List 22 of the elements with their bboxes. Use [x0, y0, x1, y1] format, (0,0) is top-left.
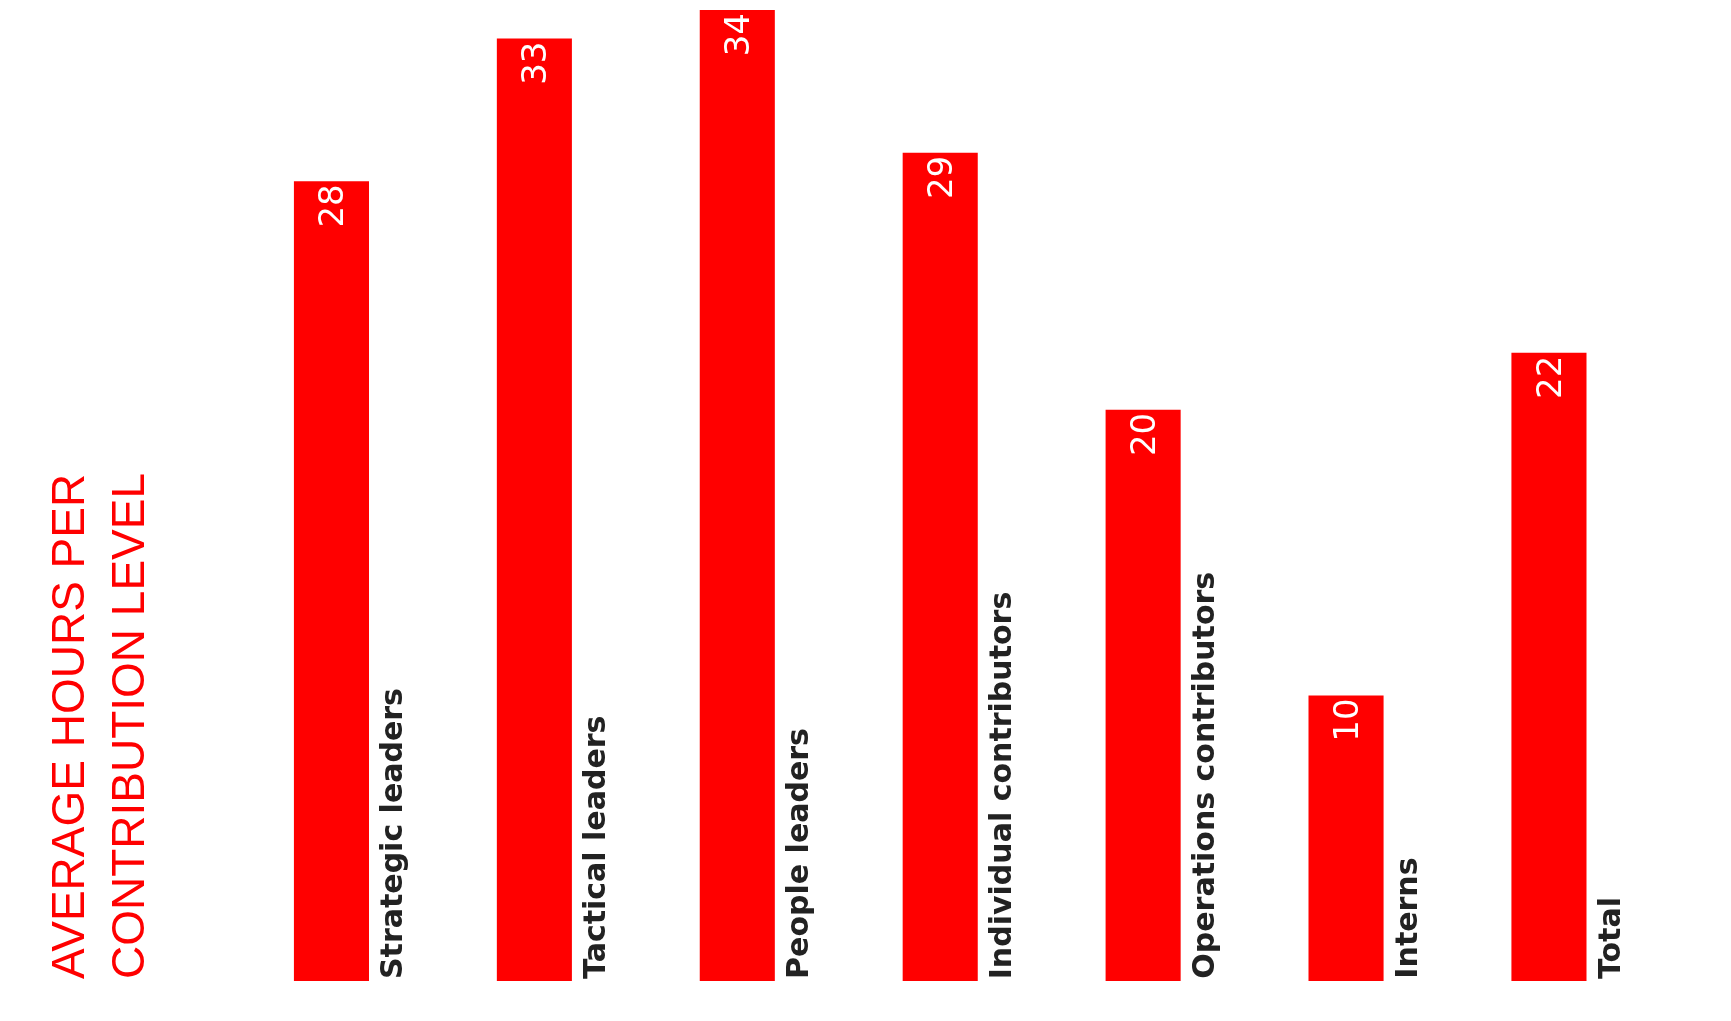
bar	[902, 152, 978, 981]
bar	[699, 10, 775, 981]
bar	[1511, 352, 1587, 981]
bar	[293, 181, 369, 981]
bar	[1105, 409, 1181, 981]
bar	[496, 38, 572, 981]
x-tick-label: People leaders	[779, 728, 815, 979]
data-label: 22	[1528, 355, 1569, 399]
data-label: 10	[1326, 698, 1367, 742]
data-label: 29	[920, 155, 961, 200]
x-tick-label: Interns	[1388, 857, 1424, 979]
bar	[1308, 695, 1384, 981]
data-label: 33	[514, 41, 555, 85]
data-label: 34	[717, 13, 758, 57]
data-label: 28	[311, 184, 352, 228]
x-tick-label: Total	[1592, 897, 1628, 980]
x-tick-label: Individual contributors	[983, 591, 1019, 980]
text: AVERAGE HOURS PER CONTRIBUTION LEVEL	[42, 472, 154, 980]
x-tick-label: Operations contributors	[1185, 571, 1221, 979]
data-label: 20	[1123, 412, 1164, 457]
x-tick-label: Strategic leaders	[374, 688, 410, 980]
x-tick-label: Tactical leaders	[576, 715, 612, 979]
